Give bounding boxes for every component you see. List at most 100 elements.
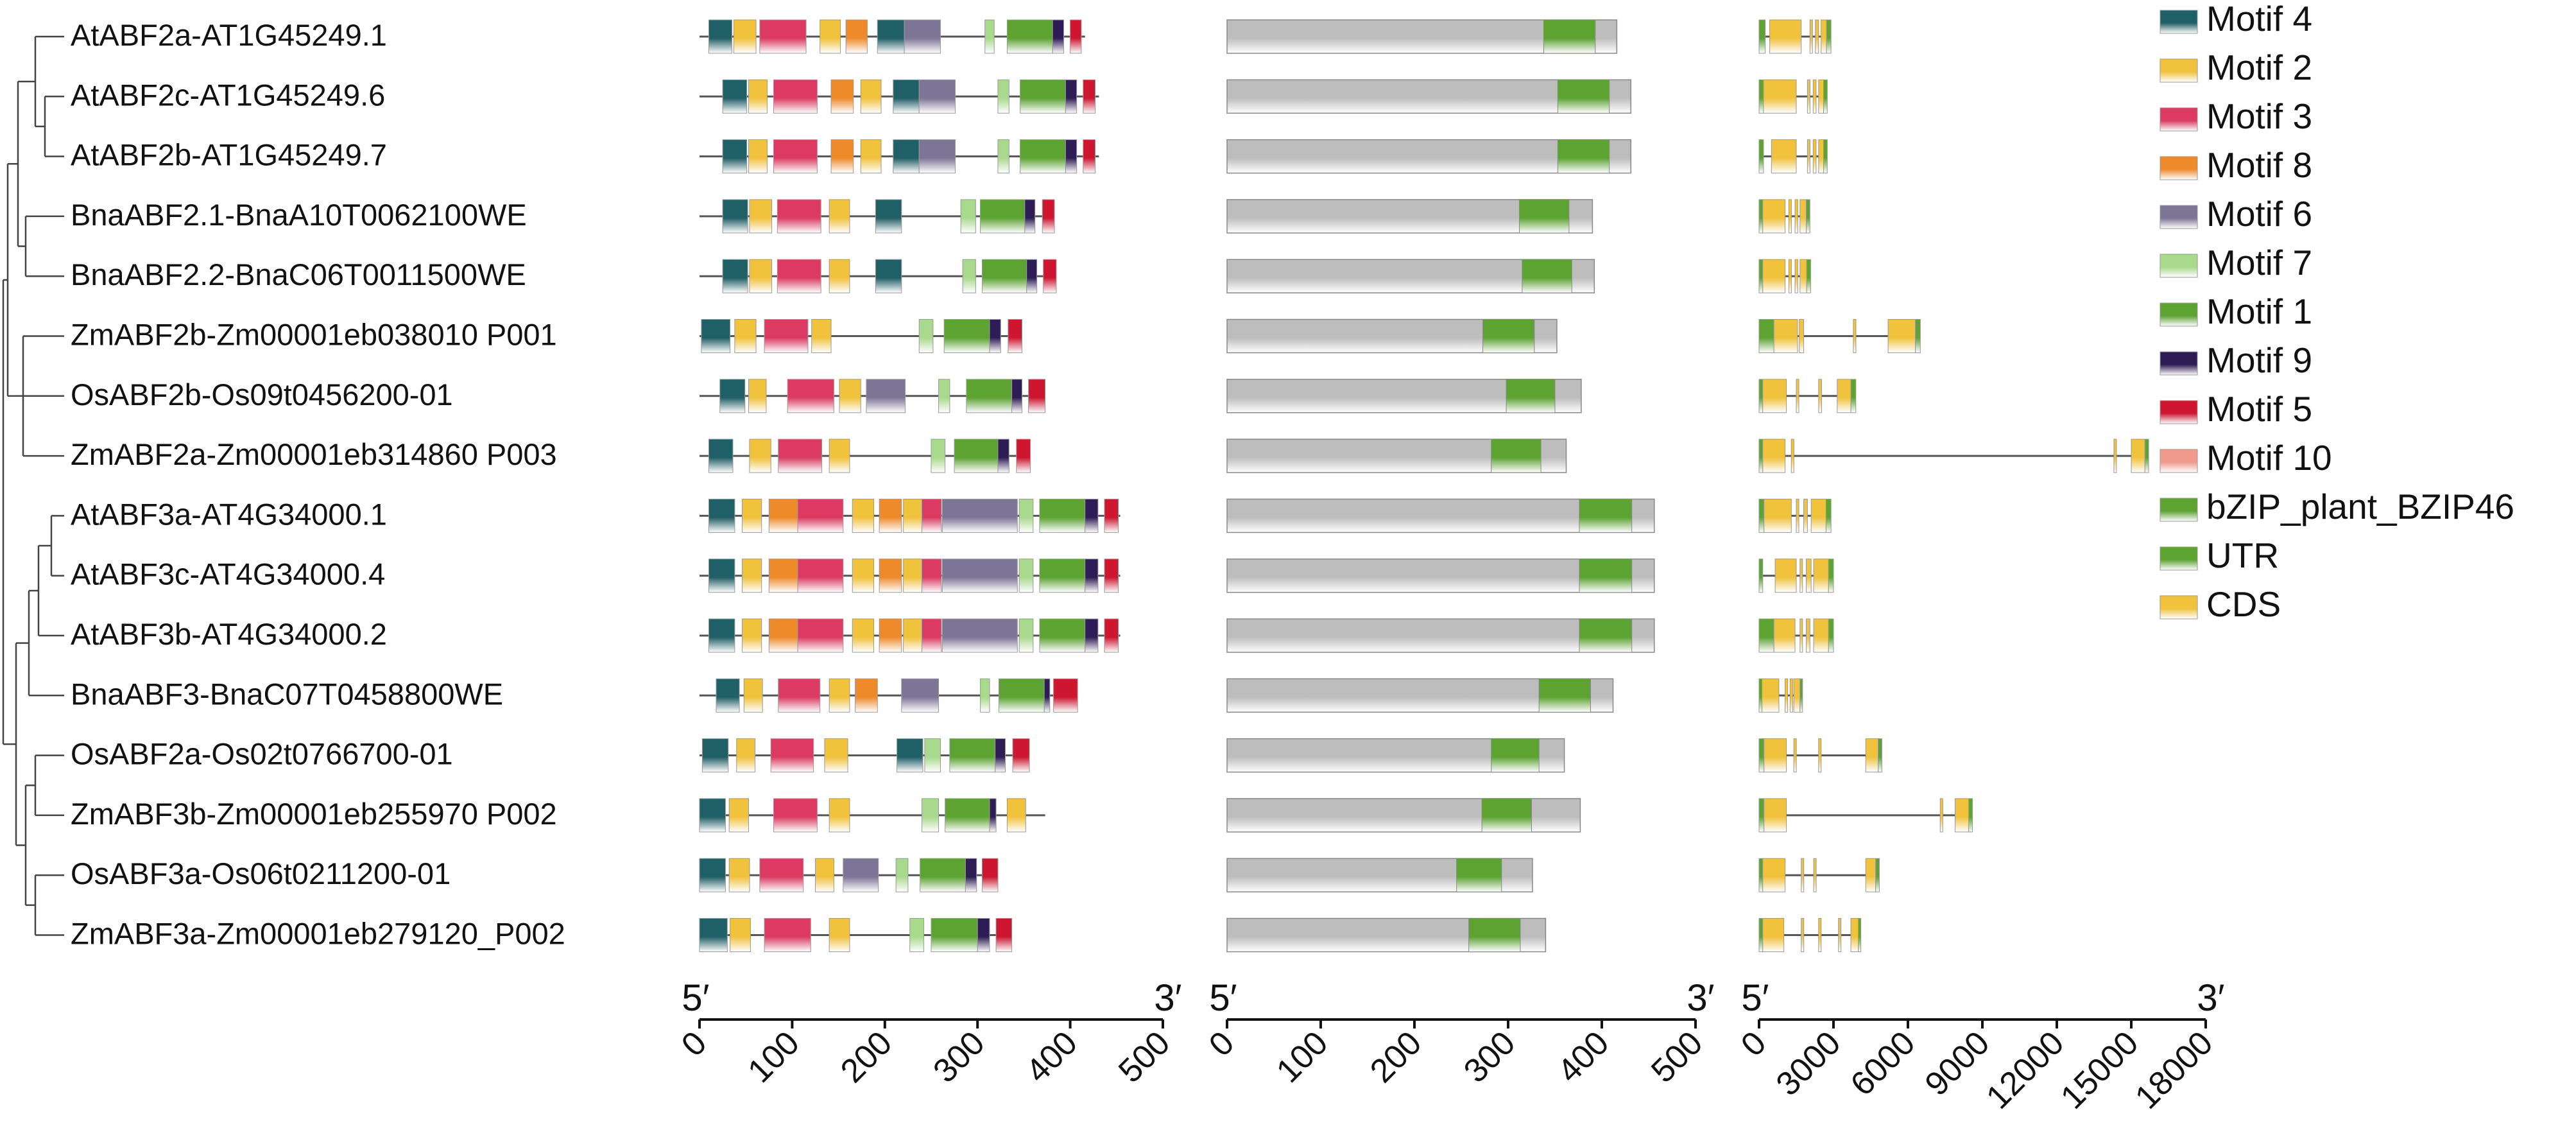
motif4-box bbox=[716, 678, 740, 713]
bzip-domain-box bbox=[1491, 438, 1541, 473]
cds-box bbox=[1812, 139, 1817, 174]
motif4-box bbox=[893, 139, 920, 174]
bzip-domain-box bbox=[1579, 559, 1633, 593]
motif1-box bbox=[1006, 19, 1053, 54]
gene-label: OsABF3a-Os06t0211200-01 bbox=[71, 856, 451, 890]
cds-box bbox=[1790, 438, 1794, 473]
cds-box bbox=[1764, 798, 1787, 833]
tick-label: 300 bbox=[1457, 1024, 1522, 1089]
axes: 0 100 200 300 400 500 5′ 3′ 0 100 200 300 400 500 5′ 3′… bbox=[674, 977, 2225, 1116]
cds-box bbox=[1813, 559, 1829, 593]
motif2-box bbox=[829, 798, 850, 833]
motif9-box bbox=[1026, 259, 1038, 293]
cds-box bbox=[1796, 498, 1799, 533]
tick-label: 18000 bbox=[2128, 1024, 2220, 1116]
motif2-box bbox=[743, 678, 763, 713]
motif5-box bbox=[1043, 259, 1057, 293]
gene-row bbox=[1758, 559, 1834, 593]
cds-box bbox=[1821, 19, 1827, 54]
bzip-domain-box bbox=[1506, 379, 1556, 413]
gene-label: AtABF3a-AT4G34000.1 bbox=[71, 497, 387, 531]
utr-box bbox=[1758, 559, 1764, 593]
motif1-box bbox=[1039, 559, 1086, 593]
bzip-domain-box bbox=[1481, 798, 1533, 833]
utr-box bbox=[1823, 139, 1828, 174]
utr-box bbox=[1758, 19, 1766, 54]
motif1-box bbox=[1039, 618, 1086, 653]
bzip-domain-box bbox=[1519, 199, 1570, 234]
motif5-box bbox=[1083, 139, 1096, 174]
motif1-box bbox=[943, 319, 990, 353]
motif6-box bbox=[904, 19, 941, 54]
cds-box bbox=[1762, 678, 1780, 713]
motif8-box bbox=[879, 618, 902, 653]
cds-box bbox=[1850, 918, 1859, 952]
motif3-box bbox=[777, 259, 821, 293]
motif3-box bbox=[797, 559, 844, 593]
motif1-box bbox=[1020, 139, 1066, 174]
utr-box bbox=[1878, 738, 1882, 773]
motif4-box bbox=[708, 559, 735, 593]
cds-box bbox=[1799, 618, 1803, 653]
motif4-box bbox=[875, 199, 902, 234]
legend-label: Motif 8 bbox=[2206, 145, 2312, 185]
utr-box bbox=[1823, 79, 1828, 114]
motif7-box bbox=[962, 259, 976, 293]
five-prime-label: 5′ bbox=[1741, 977, 1769, 1019]
motif2-box bbox=[741, 618, 762, 653]
motif9-box bbox=[1043, 678, 1051, 713]
legend-label: Motif 10 bbox=[2206, 438, 2332, 478]
motif9-box bbox=[1024, 199, 1036, 234]
cds-box bbox=[1788, 199, 1792, 234]
legend-label: Motif 4 bbox=[2206, 0, 2312, 39]
motif8-box bbox=[879, 498, 902, 533]
motif-row bbox=[700, 199, 1055, 234]
motif1-box bbox=[1020, 79, 1066, 114]
motif9-box bbox=[1065, 139, 1078, 174]
legend-item: UTR bbox=[2160, 535, 2279, 575]
motif4-box bbox=[875, 259, 902, 293]
cds-box bbox=[1773, 319, 1798, 353]
utr-box bbox=[1758, 319, 1774, 353]
cds-box bbox=[1801, 918, 1805, 952]
motif9-box bbox=[989, 798, 997, 833]
motif2-box bbox=[829, 438, 850, 473]
motif1-box bbox=[945, 798, 990, 833]
gene-row bbox=[1758, 79, 1828, 114]
motif8-box bbox=[879, 559, 902, 593]
motif-row bbox=[700, 79, 1099, 114]
tick-label: 15000 bbox=[2054, 1024, 2145, 1116]
cds-box bbox=[1785, 678, 1789, 713]
motif3-box bbox=[777, 199, 821, 234]
legend-swatch bbox=[2160, 254, 2198, 278]
cds-box bbox=[1762, 199, 1786, 234]
cds-box bbox=[1818, 139, 1825, 174]
domain-row bbox=[1226, 318, 1558, 354]
gene-label: ZmABF3b-Zm00001eb255970 P002 bbox=[71, 797, 557, 831]
cds-box bbox=[1813, 618, 1829, 653]
tick-label: 0 bbox=[1734, 1024, 1773, 1063]
tick-label: 0 bbox=[674, 1024, 714, 1063]
cds-box bbox=[1771, 139, 1797, 174]
cds-box bbox=[1793, 678, 1801, 713]
utr-box bbox=[1805, 199, 1810, 234]
motif7-box bbox=[909, 918, 924, 952]
cds-box bbox=[1789, 678, 1793, 713]
domain-axis: 0 100 200 300 400 500 5′ 3′ bbox=[1202, 977, 1715, 1090]
gene-row bbox=[1758, 139, 1828, 174]
bzip-domain-box bbox=[1557, 79, 1610, 114]
gene-row bbox=[1758, 858, 1880, 892]
cds-box bbox=[1764, 738, 1787, 773]
motif3-box bbox=[922, 498, 942, 533]
motif7-box bbox=[1018, 618, 1034, 653]
motif1-box bbox=[966, 379, 1013, 413]
motif9-box bbox=[989, 319, 1001, 353]
motif2-box bbox=[852, 618, 874, 653]
cds-box bbox=[1773, 618, 1796, 653]
motif3-box bbox=[922, 618, 942, 653]
utr-box bbox=[2144, 438, 2149, 473]
gene-name-labels: AtABF2a-AT1G45249.1 AtABF2c-AT1G45249.6 At… bbox=[71, 18, 565, 951]
motif4-box bbox=[699, 798, 726, 833]
motif9-box bbox=[965, 858, 977, 892]
